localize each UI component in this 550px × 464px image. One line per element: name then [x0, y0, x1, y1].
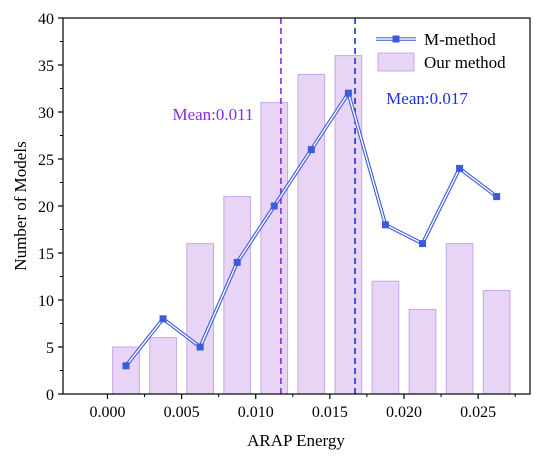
bar [149, 337, 177, 395]
bar [223, 196, 252, 395]
legend-label-our-method: Our method [424, 53, 506, 72]
y-tick-label: 15 [38, 246, 54, 263]
bar [297, 73, 326, 395]
x-axis-label: ARAP Energy [247, 431, 345, 450]
legend-marker [392, 35, 400, 43]
point [307, 146, 315, 154]
bar [408, 308, 437, 395]
point [344, 89, 352, 97]
point [493, 193, 501, 201]
mean-label: Mean:0.017 [386, 89, 468, 108]
line-series [122, 89, 501, 370]
y-tick-label: 0 [46, 387, 54, 404]
point [270, 202, 278, 210]
point [122, 362, 130, 370]
point [419, 240, 427, 248]
y-tick-label: 25 [38, 152, 54, 169]
point [456, 164, 464, 172]
y-axis-label: Number of Models [11, 141, 30, 270]
point [159, 315, 167, 323]
point [233, 258, 241, 266]
x-tick-label: 0.010 [238, 404, 274, 421]
point [381, 221, 389, 229]
bar [186, 243, 214, 395]
mean-label: Mean:0.011 [172, 105, 253, 124]
bar [482, 290, 511, 395]
y-tick-label: 10 [38, 293, 54, 310]
x-tick-label: 0.000 [89, 404, 125, 421]
x-tick-label: 0.025 [460, 404, 496, 421]
x-tick-label: 0.015 [312, 404, 348, 421]
x-tick-label: 0.005 [164, 404, 200, 421]
axes: 0 5 10 15 20 25 30 35 40 0.000 0.005 0.010 0.015 0.02… [38, 11, 531, 421]
y-tick-label: 30 [38, 105, 54, 122]
bar [445, 243, 474, 395]
y-tick-label: 20 [38, 199, 54, 216]
legend-label-m-method: M-method [424, 30, 496, 49]
point [196, 343, 204, 351]
x-tick-label: 0.020 [386, 404, 422, 421]
bar [371, 280, 400, 395]
bar-series [112, 55, 511, 395]
mean-lines: Mean:0.011 Mean:0.017 [172, 18, 468, 394]
y-tick-label: 5 [46, 340, 54, 357]
y-tick-label: 40 [38, 11, 54, 28]
y-tick-label: 35 [38, 58, 54, 75]
legend: M-method Our method [376, 30, 506, 72]
bar [260, 102, 289, 395]
legend-bar-swatch [377, 52, 415, 72]
